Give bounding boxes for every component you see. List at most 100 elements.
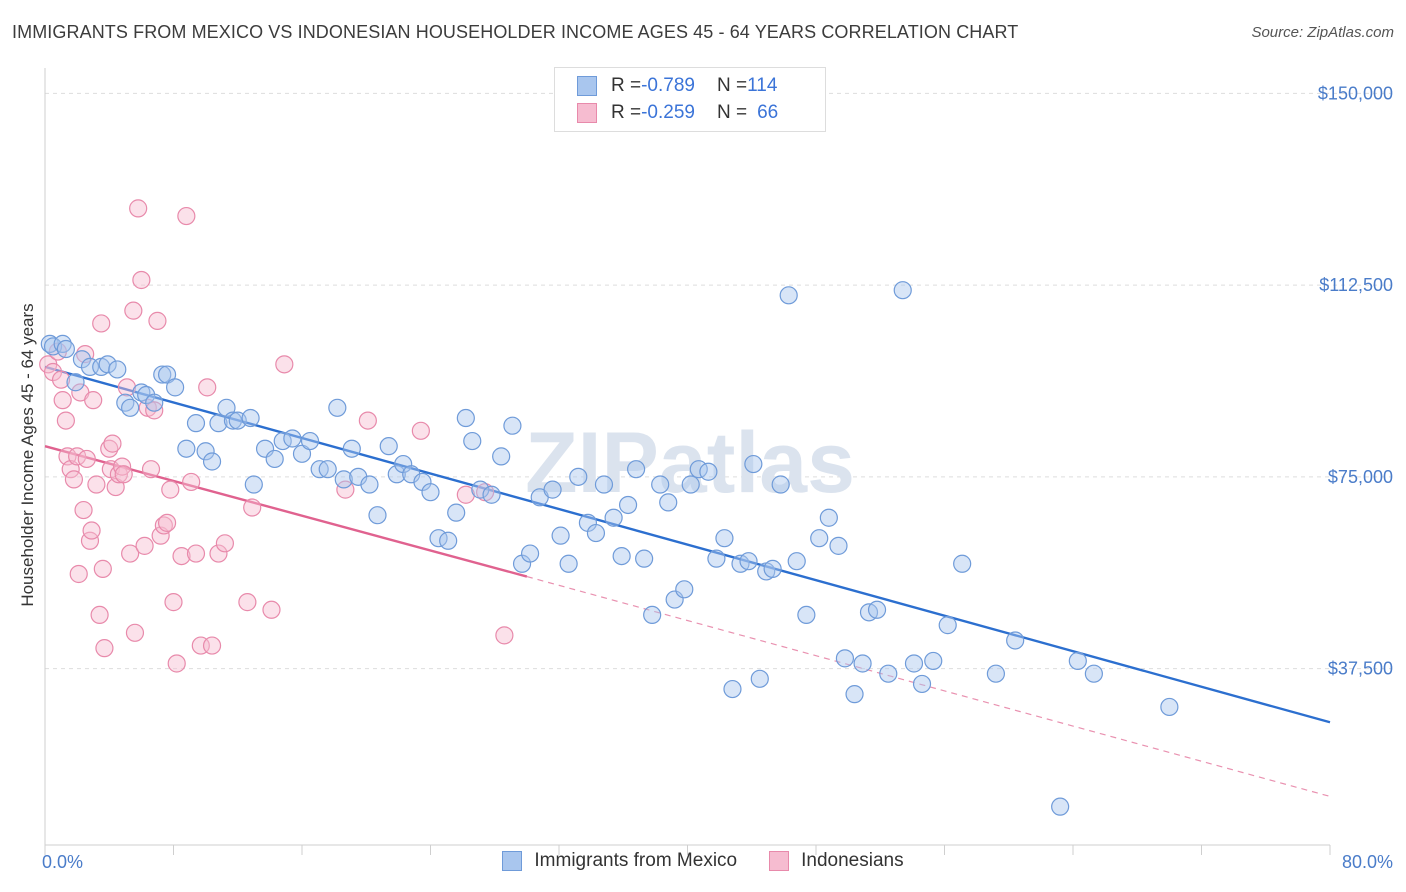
mexico-point [659, 493, 678, 512]
indonesians-point [53, 391, 72, 410]
indonesians-point [124, 301, 143, 320]
indonesians-point [82, 521, 101, 540]
stats-legend: R = -0.789 N = 114 R = -0.259 N = 66 [554, 67, 826, 132]
mexico-point [209, 414, 228, 433]
mexico-point [569, 467, 588, 486]
mexico-point [904, 654, 924, 673]
mexico-point [626, 460, 646, 479]
mexico-point [604, 508, 623, 527]
mexico-point [819, 508, 838, 527]
mexico-point [244, 475, 263, 494]
indonesians-point [411, 421, 430, 440]
mexico-point [283, 429, 302, 448]
mexico-point [66, 373, 85, 392]
indonesians-point [145, 401, 164, 420]
indonesians-point [161, 480, 180, 499]
n-value: 66 [757, 102, 779, 123]
mexico-point [202, 452, 222, 471]
mexico-point [912, 674, 932, 694]
mexico-point [797, 605, 816, 625]
indonesians-point [164, 593, 183, 612]
indonesians-point [95, 639, 114, 658]
mexico-point [98, 355, 117, 374]
n-label: N = [716, 102, 748, 123]
n-label: N = [716, 75, 748, 96]
mexico-point [744, 454, 763, 474]
mexico-point [938, 616, 957, 635]
mexico-point [779, 286, 798, 305]
mexico-point [387, 465, 406, 484]
data-points [39, 199, 1179, 816]
indonesians-point [69, 564, 88, 584]
indonesians-point [64, 470, 84, 489]
mexico-point [559, 554, 578, 573]
swatch-mexico [577, 76, 597, 96]
mexico-point [265, 449, 284, 469]
r-label: R = [611, 102, 642, 123]
indonesians-point [129, 199, 148, 218]
mexico-point [177, 439, 196, 458]
mexico-point [379, 437, 398, 456]
mexico-point [651, 475, 670, 494]
mexico-point [292, 444, 312, 463]
mexico-point [612, 546, 631, 566]
legend-label-indonesians: Indonesians [801, 850, 904, 871]
mexico-point [1051, 797, 1070, 816]
mexico-point [421, 483, 440, 502]
indonesians-point [154, 516, 173, 535]
mexico-point [1160, 697, 1179, 717]
mexico-point [471, 480, 490, 499]
mexico-point [223, 411, 243, 430]
legend-item-indonesians[interactable]: Indonesians [769, 850, 904, 872]
mexico-point [360, 475, 379, 494]
mexico-point [132, 383, 151, 402]
indonesians-point [135, 536, 154, 555]
mexico-point [520, 544, 540, 563]
indonesians-point [92, 314, 111, 333]
y-axis-label: Householder Income Ages 45 - 64 years [18, 303, 37, 606]
indonesians-point [114, 465, 133, 484]
legend-swatch-mexico [502, 851, 523, 871]
indonesians-trend-extension [526, 575, 1331, 798]
mexico-point [241, 408, 260, 428]
mexico-point [829, 536, 848, 555]
mexico-point [1084, 664, 1103, 683]
indonesians-point [456, 485, 475, 504]
mexico-point [853, 654, 872, 673]
indonesians-point [167, 654, 186, 673]
grid-lines [45, 92, 1392, 670]
indonesians-point [125, 623, 145, 642]
indonesians-point [215, 534, 234, 553]
indonesians-point [202, 636, 222, 655]
x-tick-label: 0.0% [42, 852, 83, 872]
indonesians-point [121, 544, 140, 563]
mexico-point [699, 462, 718, 481]
mexico-point [675, 580, 694, 599]
mexico-point [618, 495, 638, 515]
mexico-point [145, 393, 164, 412]
mexico-point [893, 281, 912, 300]
swatch-indonesians [577, 103, 597, 123]
indonesians-point [157, 513, 177, 532]
mexico-point [953, 554, 972, 573]
mexico-point [867, 600, 887, 619]
mexico-point [318, 460, 337, 479]
mexico-point [715, 529, 734, 548]
mexico-point [681, 475, 700, 494]
mexico-point [503, 416, 522, 435]
indonesians-point [56, 411, 75, 430]
indonesians-point [103, 434, 122, 453]
mexico-point [108, 360, 127, 379]
mexico-point [835, 649, 855, 668]
mexico-point [810, 529, 829, 548]
indonesians-point [358, 411, 377, 430]
legend-item-mexico[interactable]: Immigrants from Mexico [502, 850, 737, 872]
indonesians-point [112, 457, 132, 476]
indonesians-point [77, 449, 96, 469]
mexico-point [771, 475, 790, 494]
stats-row-indonesians: R = -0.259 N = 66 [577, 101, 778, 125]
indonesians-point [117, 378, 137, 397]
indonesians-point [74, 500, 93, 520]
indonesians-point [198, 378, 217, 397]
y-tick-label: $150,000 [1318, 83, 1393, 103]
